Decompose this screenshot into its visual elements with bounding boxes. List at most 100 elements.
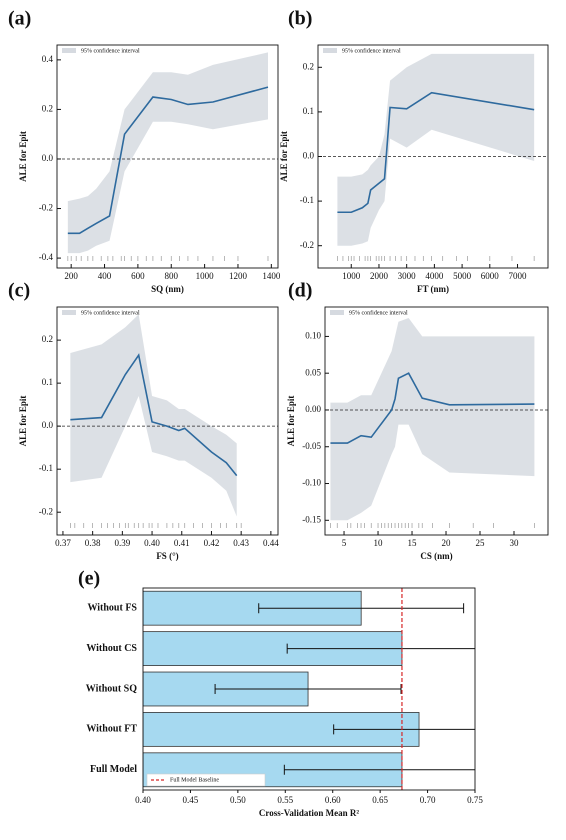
- y-tick-label: -0.4: [39, 252, 54, 262]
- y-tick-label: -0.1: [300, 195, 314, 205]
- error-bar: [214, 684, 402, 694]
- x-tick-label: 0.60: [325, 795, 341, 805]
- legend-swatch: [330, 310, 344, 315]
- plot-area: [143, 590, 475, 788]
- x-tick-label: 0.70: [420, 795, 436, 805]
- x-tick-label: 4000: [425, 271, 444, 281]
- panel-label: (b): [288, 8, 312, 30]
- y-tick-label: 0.2: [42, 103, 53, 113]
- x-axis-label: FS (°): [156, 551, 178, 561]
- x-axis-label: SQ (nm): [151, 284, 184, 294]
- panel-label: (e): [78, 568, 100, 590]
- x-axis-label: FT (nm): [417, 284, 449, 294]
- error-bar: [258, 603, 465, 614]
- y-tick-label: -0.1: [39, 463, 53, 473]
- panel-label: (c): [8, 280, 30, 302]
- panel-label: (a): [8, 8, 31, 30]
- confidence-band: [330, 318, 535, 521]
- y-tick-label: 0.4: [42, 54, 54, 64]
- x-axis-label: CS (nm): [420, 551, 452, 561]
- x-tick-label: 5000: [453, 271, 472, 281]
- x-tick-label: 0.42: [204, 538, 220, 548]
- legend-swatch: [62, 310, 76, 315]
- x-tick-label: 0.55: [277, 795, 293, 805]
- category-label: Without CS: [86, 643, 137, 654]
- axes-frame: [142, 587, 476, 791]
- y-axis-label: ALE for Epit: [286, 396, 296, 447]
- x-tick-label: 0.40: [135, 795, 151, 805]
- x-tick-label: 0.37: [55, 538, 71, 548]
- x-tick-label: 5: [342, 538, 347, 548]
- y-axis-label: ALE for Epit: [18, 396, 28, 447]
- y-tick-label: -0.2: [39, 506, 53, 516]
- ale-line: [67, 86, 269, 235]
- x-tick-label: 20: [442, 538, 452, 548]
- x-tick-label: 2000: [370, 271, 389, 281]
- y-tick-label: 0.0: [42, 153, 54, 163]
- axes-frame: [317, 44, 549, 269]
- axes-frame: [56, 306, 279, 536]
- legend-swatch: [323, 48, 337, 53]
- x-tick-label: 1000: [196, 271, 215, 281]
- y-tick-label: 0.0: [303, 151, 315, 161]
- x-tick-label: 15: [408, 538, 418, 548]
- x-tick-label: 600: [131, 271, 145, 281]
- x-tick-label: 6000: [481, 271, 500, 281]
- category-label: Without SQ: [86, 683, 137, 694]
- legend-label: 95% confidence interval: [81, 47, 140, 54]
- ale-line: [330, 372, 535, 444]
- y-tick-label: -0.2: [300, 240, 314, 250]
- x-tick-label: 1400: [262, 271, 281, 281]
- axes-frame: [56, 44, 279, 269]
- panel-label: (d): [288, 280, 312, 302]
- x-tick-label: 400: [98, 271, 112, 281]
- y-tick-label: -0.15: [302, 514, 321, 524]
- x-tick-label: 25: [476, 538, 486, 548]
- x-tick-label: 0.40: [144, 538, 160, 548]
- x-tick-label: 0.38: [85, 538, 101, 548]
- ale-line: [337, 91, 535, 214]
- y-tick-label: 0.1: [303, 106, 314, 116]
- x-tick-label: 1200: [229, 271, 248, 281]
- legend-label: 95% confidence interval: [81, 309, 140, 316]
- axes-frame: [324, 306, 549, 536]
- y-tick-label: 0.10: [305, 330, 321, 340]
- confidence-band: [337, 53, 535, 246]
- x-tick-label: 200: [64, 271, 78, 281]
- x-tick-label: 30: [510, 538, 520, 548]
- x-axis-label: Cross-Validation Mean R²: [259, 808, 360, 818]
- confidence-band: [70, 314, 237, 517]
- category-label: Without FS: [87, 602, 137, 613]
- ale-line: [70, 353, 238, 477]
- error-bar: [333, 724, 475, 735]
- x-tick-label: 0.65: [372, 795, 388, 805]
- x-tick-label: 1000: [342, 271, 361, 281]
- legend-label: Full Model Baseline: [170, 777, 219, 783]
- x-tick-label: 0.75: [467, 795, 483, 805]
- x-tick-label: 0.43: [233, 538, 249, 548]
- x-tick-label: 0.41: [174, 538, 190, 548]
- legend-label: 95% confidence interval: [349, 309, 408, 316]
- y-tick-label: -0.10: [302, 478, 321, 488]
- category-label: Full Model: [90, 764, 137, 775]
- legend-swatch: [62, 48, 76, 53]
- x-tick-label: 800: [165, 271, 179, 281]
- x-tick-label: 3000: [398, 271, 417, 281]
- legend-label: 95% confidence interval: [342, 47, 401, 54]
- x-tick-label: 7000: [509, 271, 528, 281]
- y-tick-label: -0.2: [39, 203, 53, 213]
- x-tick-label: 0.44: [263, 538, 279, 548]
- y-tick-label: 0.1: [42, 377, 53, 387]
- x-tick-label: 0.39: [114, 538, 130, 548]
- y-tick-label: -0.05: [302, 441, 321, 451]
- y-tick-label: 0.0: [42, 420, 54, 430]
- y-tick-label: 0.2: [42, 334, 53, 344]
- y-tick-label: 0.2: [303, 61, 314, 71]
- x-tick-label: 0.50: [230, 795, 246, 805]
- y-tick-label: 0.00: [305, 404, 321, 414]
- y-axis-label: ALE for Epit: [279, 131, 289, 182]
- x-tick-label: 0.45: [183, 795, 199, 805]
- category-label: Without FT: [86, 724, 137, 735]
- x-tick-label: 10: [374, 538, 384, 548]
